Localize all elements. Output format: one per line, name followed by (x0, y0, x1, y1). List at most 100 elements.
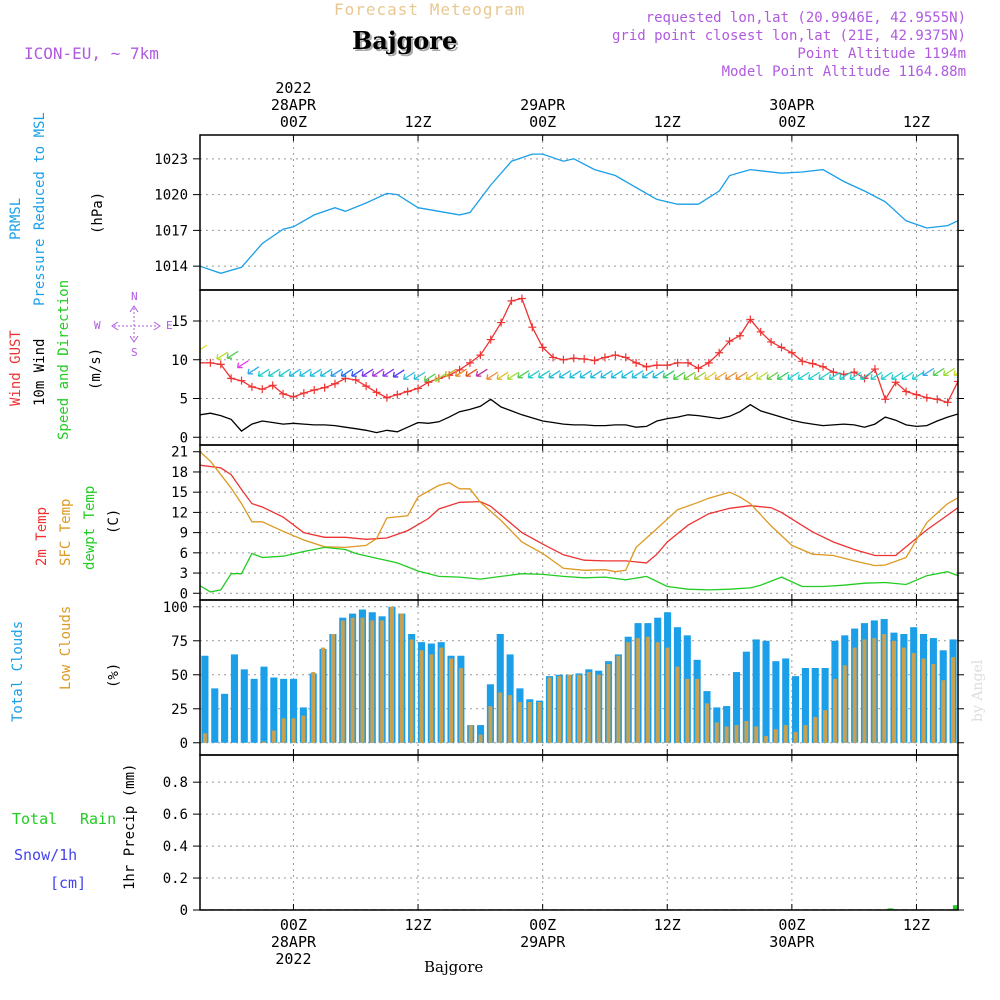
wind-arrow (610, 370, 623, 379)
total-cloud-bar (742, 651, 750, 743)
wind-arrow (475, 368, 488, 377)
low-cloud-bar (783, 725, 788, 743)
wind-arrow (922, 367, 935, 377)
panel-frame-precipitation (199, 754, 959, 911)
ytick-label-wind: 0 (180, 430, 188, 446)
gust-marker (954, 377, 958, 386)
total-cloud-bar (477, 725, 485, 743)
wind-arrow (641, 370, 654, 379)
low-cloud-bar (389, 606, 394, 743)
low-cloud-bar (330, 633, 335, 743)
low-cloud-bar (724, 726, 729, 743)
series-group-pressure (200, 153, 958, 274)
gust-marker (403, 387, 412, 396)
low-cloud-bar (704, 703, 709, 743)
total-cloud-bar (211, 688, 219, 743)
precip-total-label: Total (12, 810, 58, 828)
low-cloud-bar (744, 721, 749, 743)
wind-arrow (257, 368, 270, 377)
gust-marker (819, 362, 828, 371)
ytick-label-precipitation: 0.2 (163, 871, 188, 887)
model-altitude: Model Point Altitude 1164.88m (721, 64, 966, 80)
time-axis-bottom-label: 00Z (280, 916, 307, 934)
wind-arrow (756, 371, 769, 380)
low-cloud-bar (557, 676, 562, 743)
wind-arrow (724, 371, 737, 380)
total-cloud-bar (221, 693, 229, 743)
gust-marker (881, 395, 890, 404)
total-cloud-bar (821, 667, 829, 743)
ytick-label-temperature: 0 (180, 586, 188, 602)
wind-arrow (351, 368, 364, 377)
gust-marker (870, 365, 879, 374)
gust-marker (320, 383, 329, 392)
low-cloud-bar (527, 701, 532, 743)
series-line-sfc-temp (200, 451, 958, 573)
low-cloud-bar (301, 715, 306, 743)
requested-coords: requested lon,lat (20.9946E, 42.9555N) (645, 10, 966, 26)
wind-arrow (714, 371, 727, 380)
gust-marker (216, 360, 225, 369)
low-cloud-bar (714, 722, 719, 743)
wind-arrow (797, 371, 810, 380)
snow-unit: [cm] (50, 874, 87, 892)
low-cloud-bar (537, 701, 542, 743)
gust-marker (528, 323, 537, 332)
low-cloud-bar (449, 658, 454, 743)
time-axis-bottom-label: 28APR (271, 933, 317, 951)
wind-arrow (361, 368, 374, 377)
low-cloud-bar (872, 638, 877, 743)
series-line-wind-gust (200, 297, 958, 404)
low-cloud-bar (636, 638, 641, 743)
low-cloud-bar (734, 725, 739, 743)
wind-arrow (870, 371, 883, 380)
gust-marker (684, 358, 693, 367)
low-cloud-bar (832, 678, 837, 743)
series-group-precipitation (200, 905, 958, 910)
total-cloud-bar (752, 639, 760, 743)
series-group-wind (200, 294, 958, 434)
wind-arrow (268, 368, 281, 377)
compass-north: N (131, 290, 138, 303)
wind-arrow (818, 371, 831, 380)
wind-arrow (839, 371, 852, 380)
gust-marker (310, 385, 319, 394)
low-cloud-bar (616, 655, 621, 743)
gust-marker (590, 356, 599, 365)
wind-arrow (454, 368, 467, 377)
gust-marker (227, 374, 236, 383)
low-cloud-bar (685, 678, 690, 743)
wind-arrow (600, 370, 613, 379)
wind-arrow (216, 351, 229, 360)
low-cloud-bar (892, 640, 896, 743)
wind-arrow (548, 370, 561, 379)
low-cloud-bar (409, 639, 414, 743)
gust-marker (611, 351, 620, 360)
gust-marker (725, 337, 734, 346)
gust-marker (279, 389, 288, 398)
low-cloud-bar (813, 716, 818, 743)
panel-frame-pressure (199, 134, 959, 291)
gust-marker (455, 365, 464, 374)
low-cloud-bar (675, 666, 680, 743)
low-cloud-bar (281, 718, 286, 743)
location-title: Bajgore (352, 26, 458, 55)
total-cloud-bar (201, 655, 209, 743)
gust-marker (497, 318, 506, 327)
gust-marker (549, 353, 558, 362)
low-cloud-bar (577, 674, 581, 743)
gust-marker (206, 358, 215, 367)
wind-arrow (486, 371, 499, 380)
gust-marker (902, 387, 911, 396)
gust-marker (850, 368, 859, 377)
wind-arrow (704, 371, 717, 380)
wind-arrow (631, 370, 644, 379)
total-cloud-bar (723, 706, 731, 743)
ytick-label-wind: 5 (180, 392, 188, 408)
wind-arrow (901, 371, 914, 380)
low-cloud-bar (458, 667, 463, 743)
wind-arrow (413, 371, 426, 380)
gust-marker (237, 376, 246, 385)
gust-marker (694, 364, 703, 373)
